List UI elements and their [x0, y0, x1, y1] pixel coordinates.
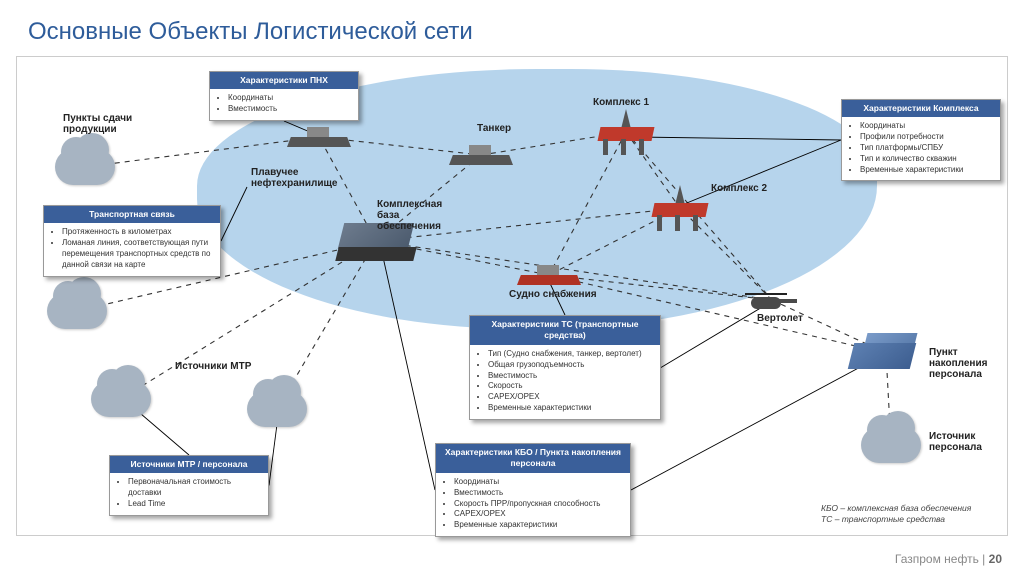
- footer-sep: |: [982, 552, 985, 566]
- infobox-pnh: Характеристики ПНХКоординатыВместимость: [209, 71, 359, 121]
- footer-company: Газпром нефть: [895, 552, 979, 566]
- platform-icon: [645, 185, 715, 231]
- infobox-header: Источники МТР / персонала: [110, 456, 268, 473]
- callout-line: [631, 357, 879, 490]
- infobox-item: Вместимость: [228, 104, 350, 115]
- cloud-icon: [247, 391, 307, 427]
- infobox-transport_link: Транспортная связьПротяженность в киломе…: [43, 205, 221, 277]
- label-supply_ship: Судно снабжения: [509, 289, 597, 300]
- infobox-header: Транспортная связь: [44, 206, 220, 223]
- infobox-item: Скорость ПРР/пропускная способность: [454, 499, 622, 510]
- infobox-item: CAPEX/OPEX: [488, 392, 652, 403]
- infobox-item: Вместимость: [454, 488, 622, 499]
- infobox-list: КоординатыВместимостьСкорость ПРР/пропус…: [436, 473, 630, 536]
- infobox-item: Скорость: [488, 381, 652, 392]
- label-pers_source: Источникперсонала: [929, 431, 982, 453]
- infobox-list: Первоначальная стоимость доставкиLead Ti…: [110, 473, 268, 514]
- infobox-item: Общая грузоподъемность: [488, 360, 652, 371]
- infobox-complex: Характеристики КомплексаКоординатыПрофил…: [841, 99, 1001, 181]
- infobox-item: CAPEX/OPEX: [454, 509, 622, 520]
- label-complex1: Комплекс 1: [593, 97, 649, 108]
- platform-icon: [591, 109, 661, 155]
- page-title: Основные Объекты Логистической сети: [28, 18, 473, 46]
- node-tanker1: [287, 127, 351, 147]
- infobox-list: КоординатыВместимость: [210, 89, 358, 120]
- footer: Газпром нефть | 20: [895, 552, 1002, 566]
- node-persbld: [843, 333, 929, 373]
- infobox-item: Временные характеристики: [454, 520, 622, 531]
- infobox-item: Тип (Судно снабжения, танкер, вертолет): [488, 349, 652, 360]
- infobox-header: Характеристики ПНХ: [210, 72, 358, 89]
- node-complex2: [645, 185, 715, 231]
- infobox-item: Тип и количество скважин: [860, 154, 992, 165]
- footer-page: 20: [989, 552, 1002, 566]
- node-supply: [517, 265, 581, 285]
- node-cloud_nw: [55, 149, 115, 185]
- node-heli: [745, 289, 799, 311]
- ship-icon: [517, 265, 581, 285]
- helicopter-icon: [745, 289, 799, 311]
- label-pers_accum: Пункт накопленияперсонала: [929, 347, 1007, 380]
- node-cloud_w: [47, 293, 107, 329]
- node-tanker2: [449, 145, 513, 165]
- infobox-item: Протяженность в километрах: [62, 227, 212, 238]
- cloud-icon: [47, 293, 107, 329]
- infobox-ts: Характеристики ТС (транспортные средства…: [469, 315, 661, 420]
- diagram-canvas: Пункты сдачипродукции Плавучеенефтехранил…: [16, 56, 1008, 536]
- node-cloud_s: [247, 391, 307, 427]
- infobox-header: Характеристики Комплекса: [842, 100, 1000, 117]
- label-delivery_points: Пункты сдачипродукции: [63, 113, 132, 135]
- ship-icon: [287, 127, 351, 147]
- infobox-item: Lead Time: [128, 499, 260, 510]
- infobox-item: Первоначальная стоимость доставки: [128, 477, 260, 499]
- label-floating_storage: Плавучеенефтехранилище: [251, 167, 337, 189]
- cloud-icon: [55, 149, 115, 185]
- node-cloud_se: [861, 427, 921, 463]
- infobox-header: Характеристики КБО / Пункта накопления п…: [436, 444, 630, 473]
- footnote: КБО – комплексная база обеспечения ТС – …: [821, 503, 971, 525]
- label-mtr_sources: Источники МТР: [175, 361, 251, 372]
- infobox-kbo_pers: Характеристики КБО / Пункта накопления п…: [435, 443, 631, 537]
- infobox-header: Характеристики ТС (транспортные средства…: [470, 316, 660, 345]
- infobox-item: Временные характеристики: [860, 165, 992, 176]
- building-icon: [843, 333, 929, 373]
- infobox-item: Тип платформы/СПБУ: [860, 143, 992, 154]
- infobox-item: Временные характеристики: [488, 403, 652, 414]
- infobox-item: Координаты: [228, 93, 350, 104]
- infobox-list: КоординатыПрофили потребностиТип платфор…: [842, 117, 1000, 180]
- node-complex1: [591, 109, 661, 155]
- infobox-list: Тип (Судно снабжения, танкер, вертолет)О…: [470, 345, 660, 419]
- label-complex2: Комплекс 2: [711, 183, 767, 194]
- infobox-item: Координаты: [454, 477, 622, 488]
- infobox-item: Профили потребности: [860, 132, 992, 143]
- label-tanker: Танкер: [477, 123, 511, 134]
- label-heli: Вертолет: [757, 313, 803, 324]
- footnote-line1: КБО – комплексная база обеспечения: [821, 503, 971, 514]
- cloud-icon: [861, 427, 921, 463]
- infobox-item: Ломаная линия, соответствующая пути пере…: [62, 238, 212, 270]
- infobox-item: Вместимость: [488, 371, 652, 382]
- node-cloud_sw: [91, 381, 151, 417]
- infobox-list: Протяженность в километрахЛоманая линия,…: [44, 223, 220, 275]
- infobox-item: Координаты: [860, 121, 992, 132]
- infobox-mtr_src: Источники МТР / персоналаПервоначальная …: [109, 455, 269, 516]
- ship-icon: [449, 145, 513, 165]
- label-kbo: Комплекснаябазаобеспечения: [377, 199, 442, 232]
- cloud-icon: [91, 381, 151, 417]
- footnote-line2: ТС – транспортные средства: [821, 514, 971, 525]
